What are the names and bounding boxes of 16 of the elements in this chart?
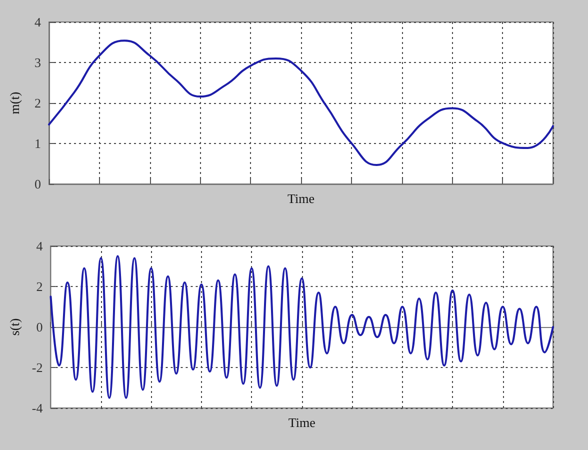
x-axis-title: Time [288,415,316,430]
y-tick-label: 4 [36,238,44,254]
y-tick-label: 3 [34,55,41,70]
y-tick-label: -4 [32,400,44,416]
y-tick-label: 2 [36,279,43,294]
line-series [48,40,554,166]
y-tick-label: 0 [34,176,41,192]
y-tick-label: 2 [34,96,41,110]
y-tick-label: 4 [34,14,42,30]
y-axis-title: s(t) [7,318,22,336]
x-axis-title: Time [288,191,315,206]
line-series [50,255,554,399]
y-tick-label: 1 [34,136,41,151]
y-tick-label: 0 [36,320,43,334]
y-axis-title: m(t) [7,92,22,114]
y-tick-label: -2 [32,360,43,375]
